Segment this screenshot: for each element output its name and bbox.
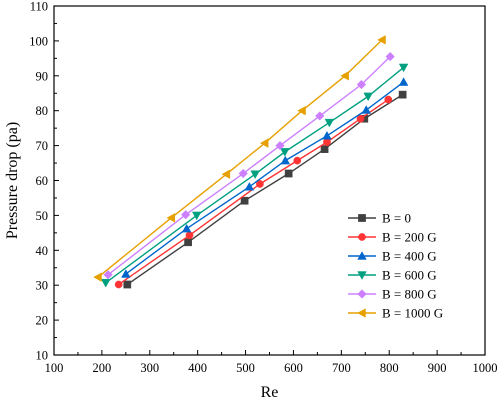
- series-line: [125, 81, 405, 275]
- data-point: [284, 169, 293, 178]
- data-point: [398, 77, 409, 86]
- y-tick-label: 10: [36, 349, 49, 363]
- x-tick-label: 700: [332, 361, 351, 375]
- legend-item: B = 1000 G: [348, 306, 443, 321]
- x-tick-label: 500: [236, 361, 255, 375]
- data-point: [250, 170, 260, 180]
- legend-label: B = 1000 G: [382, 306, 443, 321]
- data-point: [324, 118, 335, 128]
- y-axis-label: Pressure drop (pa): [4, 122, 21, 239]
- legend-label: B = 400 G: [382, 249, 437, 264]
- x-tick-label: 600: [284, 361, 303, 375]
- series-line: [97, 39, 383, 278]
- plot-series: [93, 35, 409, 289]
- y-tick-label: 40: [36, 244, 49, 258]
- legend-item: B = 0: [348, 211, 411, 226]
- data-point: [166, 213, 176, 223]
- legend-item: B = 600 G: [348, 268, 437, 283]
- series-5: [93, 35, 386, 282]
- legend: B = 0 B = 200 G B = 400 G B = 600 G B = 800 …: [348, 211, 443, 321]
- x-axis-label: Re: [261, 384, 279, 401]
- plot-axes: [53, 5, 486, 356]
- legend-item: B = 400 G: [348, 249, 437, 264]
- data-point: [398, 63, 409, 73]
- data-point: [293, 156, 302, 165]
- series-line: [118, 98, 389, 286]
- legend-label: B = 800 G: [382, 287, 437, 302]
- data-point: [238, 168, 248, 179]
- y-tick-label: 80: [36, 104, 49, 118]
- legend-marker: [357, 251, 367, 260]
- data-point: [356, 79, 367, 90]
- legend-item: B = 200 G: [348, 230, 437, 245]
- axis-ticks: 100 200 300 400 500 600 700 800 900 1000 10 20 30 40 5…: [29, 0, 497, 375]
- x-tick-label: 300: [140, 361, 159, 375]
- series-4: [103, 51, 395, 280]
- series-3: [100, 63, 409, 288]
- data-point: [340, 71, 349, 81]
- data-point: [100, 279, 111, 288]
- series-line: [107, 56, 391, 276]
- y-tick-label: 20: [36, 314, 49, 328]
- y-tick-label: 30: [36, 279, 49, 293]
- data-point: [297, 105, 306, 116]
- y-tick-label: 90: [36, 69, 49, 83]
- data-point: [280, 155, 291, 165]
- y-tick-label: 100: [29, 34, 48, 48]
- legend-marker: [358, 214, 366, 222]
- data-point: [398, 90, 407, 99]
- data-point: [385, 51, 395, 62]
- legend-marker: [357, 289, 367, 299]
- data-point: [275, 140, 285, 151]
- data-point: [315, 111, 325, 121]
- data-point: [114, 280, 123, 289]
- data-point: [323, 138, 331, 146]
- data-point: [377, 35, 386, 45]
- data-point: [280, 148, 290, 157]
- data-point: [356, 114, 365, 123]
- data-point: [384, 95, 393, 104]
- x-tick-label: 900: [428, 361, 447, 375]
- data-point: [320, 145, 329, 153]
- series-1: [114, 95, 393, 289]
- y-tick-label: 70: [36, 139, 49, 153]
- data-point: [93, 272, 102, 282]
- plot-frame: [53, 5, 486, 356]
- legend-label: B = 200 G: [382, 230, 437, 245]
- legend-marker: [357, 271, 367, 280]
- y-tick-label: 50: [36, 209, 49, 223]
- legend-label: B = 0: [382, 211, 411, 226]
- data-point: [259, 138, 269, 148]
- x-tick-label: 100: [45, 361, 64, 375]
- legend-marker: [358, 233, 366, 241]
- data-point: [184, 238, 192, 247]
- data-point: [121, 269, 131, 278]
- legend-marker: [357, 308, 366, 318]
- x-tick-label: 400: [188, 361, 207, 375]
- legend-label: B = 600 G: [382, 268, 437, 283]
- data-point: [244, 181, 255, 191]
- data-point: [361, 105, 371, 114]
- data-point: [103, 270, 113, 280]
- data-point: [363, 92, 373, 102]
- y-tick-label: 110: [30, 0, 48, 14]
- y-tick-label: 60: [36, 174, 49, 188]
- data-point: [256, 180, 264, 188]
- data-point: [181, 210, 191, 220]
- data-point: [240, 196, 249, 205]
- x-tick-label: 1000: [473, 361, 498, 375]
- x-tick-label: 800: [380, 361, 399, 375]
- legend-item: B = 800 G: [348, 287, 437, 302]
- data-point: [185, 231, 194, 240]
- data-point: [322, 130, 332, 140]
- series-2: [121, 77, 409, 278]
- data-point: [191, 211, 202, 221]
- data-point: [221, 169, 231, 179]
- x-tick-label: 200: [93, 361, 112, 375]
- data-point: [181, 223, 192, 233]
- data-point: [123, 280, 132, 289]
